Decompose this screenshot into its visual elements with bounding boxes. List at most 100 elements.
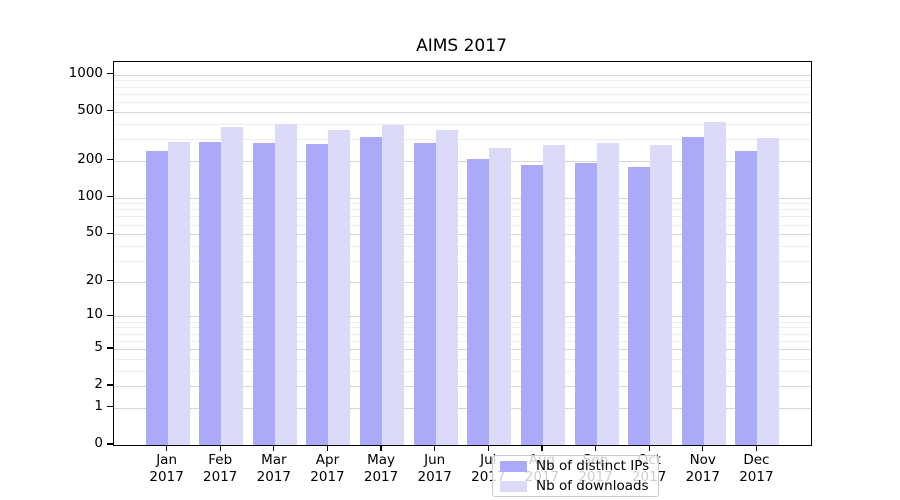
legend-label-downloads: Nb of downloads [536, 478, 649, 494]
x-tick-mark [702, 445, 704, 451]
y-tick-mark [107, 384, 113, 386]
major-gridline [114, 281, 811, 283]
y-tick-label: 1000 [68, 64, 103, 81]
y-tick-mark [107, 347, 113, 349]
x-tick-mark [487, 445, 489, 451]
bar-distinct-ips [199, 141, 222, 445]
y-tick-label: 2 [94, 376, 103, 393]
major-gridline [114, 234, 811, 236]
x-tick-mark [648, 445, 650, 451]
x-tick-mark [219, 445, 221, 451]
major-gridline [114, 316, 811, 318]
y-tick-label: 50 [85, 224, 103, 241]
major-gridline [114, 111, 811, 113]
bar-distinct-ips [145, 150, 168, 445]
x-tick-label: Nov 2017 [685, 452, 720, 485]
y-tick-mark [107, 110, 113, 112]
minor-gridline [114, 203, 811, 205]
y-tick-mark [107, 232, 113, 234]
bar-downloads [382, 125, 405, 445]
bar-downloads [542, 145, 565, 445]
x-tick-label: May 2017 [363, 452, 399, 485]
minor-gridline [114, 333, 811, 335]
x-tick-label: Jan 2017 [149, 452, 184, 485]
bar-distinct-ips [574, 162, 597, 445]
minor-gridline [114, 370, 811, 372]
minor-gridline [114, 224, 811, 226]
minor-gridline [114, 139, 811, 141]
bar-downloads [489, 147, 512, 445]
legend: Nb of distinct IPs Nb of downloads [492, 455, 659, 497]
major-gridline [114, 348, 811, 350]
minor-gridline [114, 340, 811, 342]
minor-gridline [114, 321, 811, 323]
x-tick-mark [755, 445, 757, 451]
bar-distinct-ips [520, 164, 543, 445]
y-tick-label: 200 [77, 150, 103, 167]
bar-downloads [435, 129, 458, 445]
y-tick-label: 20 [85, 271, 103, 288]
x-tick-mark [380, 445, 382, 451]
x-tick-label: Apr 2017 [310, 452, 345, 485]
bar-downloads [328, 129, 351, 445]
x-tick-mark [273, 445, 275, 451]
minor-gridline [114, 93, 811, 95]
major-gridline [114, 386, 811, 388]
x-tick-label: Jun 2017 [417, 452, 452, 485]
bar-distinct-ips [735, 151, 758, 445]
bar-distinct-ips [360, 137, 383, 445]
bar-downloads [167, 141, 190, 445]
y-tick-mark [107, 280, 113, 282]
bar-downloads [650, 144, 673, 445]
bar-distinct-ips [252, 142, 275, 445]
y-tick-label: 100 [77, 187, 103, 204]
x-tick-label: Mar 2017 [256, 452, 292, 485]
x-tick-label: Dec 2017 [739, 452, 774, 485]
bar-downloads [596, 142, 619, 445]
bar-distinct-ips [681, 136, 704, 445]
minor-gridline [114, 101, 811, 103]
x-tick-mark [166, 445, 168, 451]
chart-title: AIMS 2017 [416, 36, 507, 56]
major-gridline [114, 74, 811, 76]
y-tick-label: 5 [94, 338, 103, 355]
minor-gridline [114, 209, 811, 211]
minor-gridline [114, 86, 811, 88]
y-tick-mark [107, 443, 113, 445]
bar-downloads [274, 124, 297, 445]
y-tick-label: 0 [94, 435, 103, 451]
plot-area: Nb of distinct IPs Nb of downloads [113, 61, 812, 497]
y-tick-mark [107, 314, 113, 317]
bar-distinct-ips [628, 166, 651, 445]
legend-swatch-distinct-ips [500, 460, 527, 472]
y-tick-mark [107, 159, 113, 161]
minor-gridline [114, 358, 811, 360]
bar-distinct-ips [306, 143, 329, 445]
y-tick-label: 10 [85, 306, 103, 323]
bar-downloads [757, 137, 780, 445]
x-tick-mark [594, 445, 597, 451]
major-gridline [114, 407, 811, 409]
minor-gridline [114, 327, 811, 329]
x-tick-mark [541, 445, 543, 451]
y-tick-label: 1 [94, 397, 103, 414]
minor-gridline [114, 260, 811, 262]
bar-distinct-ips [467, 158, 490, 445]
major-gridline [114, 160, 811, 162]
legend-entry-distinct-ips: Nb of distinct IPs [500, 458, 651, 474]
x-tick-label: Feb 2017 [203, 452, 238, 485]
y-tick-label: 500 [77, 101, 103, 118]
minor-gridline [114, 216, 811, 218]
minor-gridline [114, 245, 811, 247]
legend-swatch-downloads [500, 480, 527, 492]
minor-gridline [114, 80, 811, 82]
y-tick-mark [107, 72, 113, 75]
x-tick-mark [326, 445, 329, 451]
bar-downloads [221, 127, 244, 445]
legend-label-distinct-ips: Nb of distinct IPs [536, 458, 650, 474]
x-tick-mark [434, 445, 436, 451]
y-tick-mark [107, 195, 113, 198]
y-tick-mark [107, 406, 113, 408]
legend-entry-downloads: Nb of downloads [500, 478, 651, 494]
